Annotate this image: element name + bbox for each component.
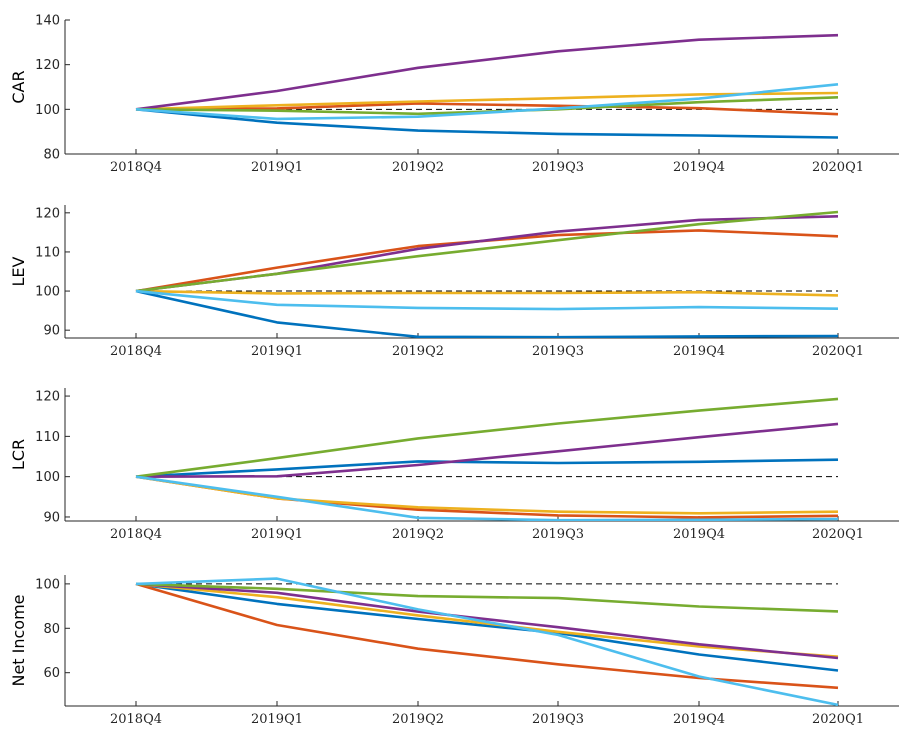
x-tick-label: 2019Q1 bbox=[251, 344, 303, 359]
x-tick-label: 2018Q4 bbox=[110, 712, 162, 727]
y-tick-label: 90 bbox=[43, 324, 60, 339]
series-line-orange bbox=[135, 475, 839, 519]
y-axis-label: LCR bbox=[9, 439, 28, 470]
x-tick-label: 2020Q1 bbox=[812, 712, 864, 727]
x-tick-label: 2019Q2 bbox=[392, 344, 444, 359]
series-line-cyan bbox=[135, 83, 839, 121]
panel-car: 80 100 120 140 2018Q4 2019Q1 2019Q2 2019Q3 2019Q… bbox=[9, 14, 899, 175]
y-tick-label: 120 bbox=[35, 58, 60, 73]
series-line-purple bbox=[135, 582, 839, 660]
y-axis-label: LEV bbox=[9, 256, 28, 286]
series-line-green bbox=[135, 397, 839, 478]
y-tick-label: 140 bbox=[35, 14, 60, 29]
y-tick-label: 120 bbox=[35, 206, 60, 221]
series-line-yellow bbox=[135, 475, 839, 515]
x-tick-label: 2019Q1 bbox=[251, 712, 303, 727]
y-tick-label: 90 bbox=[43, 510, 60, 525]
x-tick-label: 2019Q3 bbox=[532, 527, 584, 542]
series-group bbox=[135, 33, 839, 139]
series-line-purple bbox=[135, 422, 839, 479]
series-line-orange bbox=[135, 102, 839, 116]
x-tick-label: 2019Q4 bbox=[673, 712, 725, 727]
x-tick-label: 2019Q2 bbox=[392, 527, 444, 542]
series-line-yellow bbox=[135, 91, 839, 111]
x-tick-label: 2019Q2 bbox=[392, 712, 444, 727]
x-tick-label: 2018Q4 bbox=[110, 160, 162, 175]
y-tick-label: 100 bbox=[35, 285, 60, 300]
y-tick-label: 100 bbox=[35, 577, 60, 592]
series-line-cyan bbox=[135, 475, 839, 521]
series-line-yellow bbox=[135, 289, 839, 297]
x-tick-label: 2019Q4 bbox=[673, 344, 725, 359]
series-group bbox=[135, 210, 839, 338]
x-tick-label: 2019Q3 bbox=[532, 712, 584, 727]
x-tick-label: 2018Q4 bbox=[110, 527, 162, 542]
x-tick-label: 2019Q4 bbox=[673, 160, 725, 175]
x-tick-label: 2020Q1 bbox=[812, 527, 864, 542]
series-line-cyan bbox=[135, 577, 839, 706]
x-tick-label: 2019Q4 bbox=[673, 527, 725, 542]
series-line-green bbox=[135, 210, 839, 293]
y-tick-label: 110 bbox=[35, 430, 60, 445]
x-tick-label: 2020Q1 bbox=[812, 160, 864, 175]
series-line-blue bbox=[135, 582, 839, 672]
y-tick-label: 60 bbox=[43, 666, 60, 681]
x-tick-label: 2019Q1 bbox=[251, 160, 303, 175]
panel-net-income: 60 80 100 2018Q4 2019Q1 2019Q2 2019Q3 2019Q4 202… bbox=[9, 575, 899, 727]
series-line-blue bbox=[135, 289, 839, 338]
y-tick-label: 100 bbox=[35, 103, 60, 118]
series-line-orange bbox=[135, 582, 839, 690]
series-group bbox=[135, 577, 839, 706]
x-tick-label: 2018Q4 bbox=[110, 344, 162, 359]
y-tick-label: 110 bbox=[35, 245, 60, 260]
x-tick-label: 2019Q3 bbox=[532, 160, 584, 175]
series-group bbox=[135, 397, 839, 521]
y-axis-label: CAR bbox=[9, 70, 28, 103]
series-line-cyan bbox=[135, 289, 839, 311]
y-tick-label: 100 bbox=[35, 470, 60, 485]
series-line-yellow bbox=[135, 582, 839, 658]
y-tick-label: 80 bbox=[43, 148, 60, 163]
y-tick-label: 120 bbox=[35, 390, 60, 405]
x-tick-label: 2020Q1 bbox=[812, 344, 864, 359]
series-line-purple bbox=[135, 215, 839, 293]
panel-lcr: 90 100 110 120 2018Q4 2019Q1 2019Q2 2019Q3 2019Q… bbox=[9, 388, 899, 542]
x-tick-label: 2019Q1 bbox=[251, 527, 303, 542]
x-tick-label: 2019Q3 bbox=[532, 344, 584, 359]
series-line-purple bbox=[135, 33, 839, 111]
series-line-blue bbox=[135, 108, 839, 139]
series-line-blue bbox=[135, 458, 839, 478]
y-tick-label: 80 bbox=[43, 622, 60, 637]
panel-lev: 90 100 110 120 2018Q4 2019Q1 2019Q2 2019Q3 2019Q… bbox=[9, 205, 899, 359]
x-tick-label: 2019Q2 bbox=[392, 160, 444, 175]
y-axis-label: Net Income bbox=[9, 594, 28, 686]
series-line-green bbox=[135, 582, 839, 613]
